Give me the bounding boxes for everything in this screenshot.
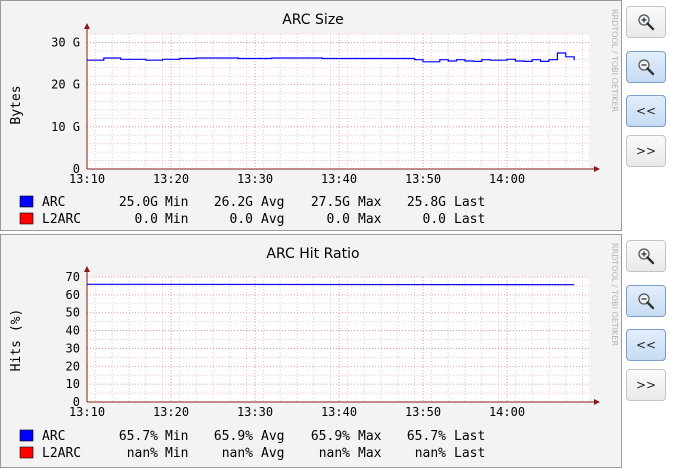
legend-avg-label: Avg <box>261 212 284 227</box>
legend-last-value: nan% <box>415 446 446 461</box>
arc-size-graph: 13:10 13:20 13:30 13:40 13:50 14:00 0 10 G 20 G 3… <box>0 0 622 231</box>
legend-max-label: Max <box>358 429 382 444</box>
graph-svg: 13:10 13:20 13:30 13:40 13:50 14:00 0 10 G 20 G 3… <box>9 9 619 227</box>
x-tick-label: 13:30 <box>237 172 273 186</box>
legend-max-value: 27.5G <box>311 195 350 210</box>
zoom-in-button[interactable] <box>626 240 666 272</box>
legend-last-value: 65.7% <box>407 429 446 444</box>
plot-area <box>87 277 589 402</box>
legend-min-value: 65.7% <box>119 429 158 444</box>
x-tick-label: 13:40 <box>321 405 357 419</box>
legend-min-label: Min <box>165 195 188 210</box>
legend-name: ARC <box>42 195 65 210</box>
legend-last-value: 0.0 <box>423 212 446 227</box>
y-tick-label: 70 <box>66 270 80 284</box>
y-axis-label: Hits (%) <box>9 309 24 372</box>
y-tick-label: 50 <box>66 306 80 320</box>
zoom-out-button[interactable] <box>626 285 666 317</box>
prev-label: << <box>635 338 657 352</box>
plot-area <box>87 34 589 169</box>
x-tick-label: 13:20 <box>153 405 189 419</box>
y-tick-label: 0 <box>73 395 80 409</box>
graph-svg: 13:10 13:20 13:30 13:40 13:50 14:00 0 10 20 30 40 5… <box>9 243 619 461</box>
legend-name: L2ARC <box>42 212 81 227</box>
y-tick-label: 10 <box>66 377 80 391</box>
zoom-in-icon <box>638 248 655 265</box>
x-tick-label: 13:40 <box>321 172 357 186</box>
prev-label: << <box>635 104 657 118</box>
x-tick-label: 13:50 <box>405 172 441 186</box>
y-axis-arrow <box>84 23 90 29</box>
graph-title: ARC Size <box>282 12 344 28</box>
next-period-button[interactable]: >> <box>626 135 666 167</box>
y-tick-label: 20 G <box>51 78 80 92</box>
legend-name: ARC <box>42 429 65 444</box>
legend-max-label: Max <box>358 446 382 461</box>
x-tick-label: 14:00 <box>489 172 525 186</box>
previous-period-button[interactable]: << <box>626 329 666 361</box>
legend-max-label: Max <box>358 195 382 210</box>
legend-min-value: nan% <box>127 446 158 461</box>
y-tick-label: 30 G <box>51 35 80 49</box>
zoom-in-icon <box>638 14 655 31</box>
legend-max-value: nan% <box>319 446 350 461</box>
y-tick-label: 30 <box>66 341 80 355</box>
next-period-button[interactable]: >> <box>626 369 666 401</box>
x-tick-label: 13:20 <box>153 172 189 186</box>
legend-last-label: Last <box>454 212 485 227</box>
legend-swatch-arc <box>19 195 34 208</box>
x-axis-arrow <box>594 166 600 172</box>
previous-period-button[interactable]: << <box>626 95 666 127</box>
legend-avg-label: Avg <box>261 195 284 210</box>
legend-max-value: 0.0 <box>327 212 350 227</box>
legend-last-value: 25.8G <box>407 195 446 210</box>
watermark: RRDTOOL / TOBI OETIKER <box>610 9 619 112</box>
graph-title: ARC Hit Ratio <box>266 246 359 262</box>
y-tick-label: 10 G <box>51 120 80 134</box>
legend-max-value: 65.9% <box>311 429 350 444</box>
legend-avg-value: 65.9% <box>214 429 253 444</box>
legend-min-value: 25.0G <box>119 195 158 210</box>
y-tick-label: 20 <box>66 359 80 373</box>
x-tick-label: 14:00 <box>489 405 525 419</box>
x-tick-label: 13:10 <box>69 405 105 419</box>
arc-hit-ratio-graph: 13:10 13:20 13:30 13:40 13:50 14:00 0 10 20 30 40 5… <box>0 234 622 468</box>
legend-name: L2ARC <box>42 446 81 461</box>
series-line-arc <box>87 52 575 63</box>
zoom-out-button[interactable] <box>626 51 666 83</box>
legend-last-label: Last <box>454 195 485 210</box>
legend-avg-label: Avg <box>261 446 284 461</box>
x-tick-label: 13:30 <box>237 405 273 419</box>
legend-last-label: Last <box>454 429 485 444</box>
legend-min-label: Min <box>165 429 188 444</box>
legend-avg-value: nan% <box>222 446 253 461</box>
zoom-out-icon <box>638 59 655 76</box>
y-axis-label: Bytes <box>9 85 24 124</box>
legend-last-label: Last <box>454 446 485 461</box>
y-tick-label: 60 <box>66 288 80 302</box>
zoom-out-icon <box>638 293 655 310</box>
y-axis-arrow <box>84 266 90 272</box>
legend-min-label: Min <box>165 212 188 227</box>
watermark: RRDTOOL / TOBI OETIKER <box>610 243 619 346</box>
x-tick-label: 13:50 <box>405 405 441 419</box>
y-tick-label: 40 <box>66 324 80 338</box>
legend-min-value: 0.0 <box>135 212 158 227</box>
legend-avg-value: 0.0 <box>230 212 253 227</box>
x-axis-arrow <box>594 399 600 405</box>
next-label: >> <box>635 378 657 392</box>
next-label: >> <box>635 144 657 158</box>
legend-swatch-l2arc <box>19 446 34 459</box>
legend-swatch-arc <box>19 429 34 442</box>
y-tick-label: 0 <box>73 162 80 176</box>
legend-swatch-l2arc <box>19 212 34 225</box>
legend-avg-label: Avg <box>261 429 284 444</box>
zoom-in-button[interactable] <box>626 6 666 38</box>
legend-min-label: Min <box>165 446 188 461</box>
legend-avg-value: 26.2G <box>214 195 253 210</box>
x-tick-label: 13:10 <box>69 172 105 186</box>
legend-max-label: Max <box>358 212 382 227</box>
